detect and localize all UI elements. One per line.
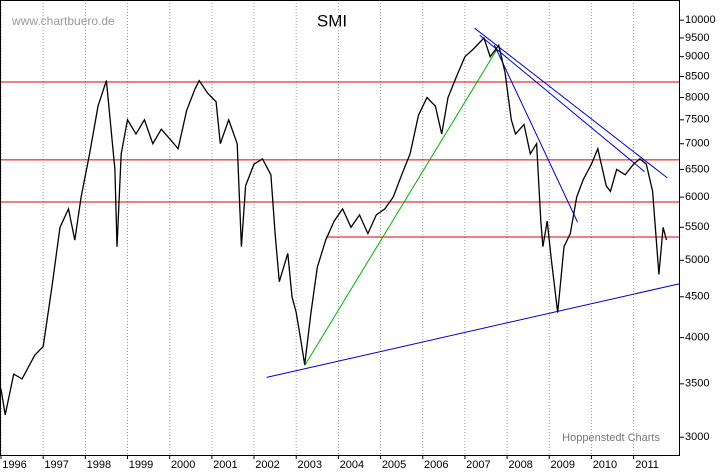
x-tick-label: 1999 <box>129 459 153 471</box>
x-tick-label: 1997 <box>44 459 68 471</box>
trend-line <box>304 49 497 366</box>
x-tick-label: 2008 <box>508 459 532 471</box>
y-tick-label: 9000 <box>685 51 709 63</box>
x-tick-label: 2007 <box>466 459 490 471</box>
x-tick-label: 2000 <box>171 459 195 471</box>
x-tick-label: 2006 <box>424 459 448 471</box>
y-tick-label: 8500 <box>685 70 709 82</box>
watermark: www.chartbuero.de <box>11 14 115 28</box>
y-tick-label: 3000 <box>685 431 709 443</box>
y-tick-label: 6500 <box>685 163 709 175</box>
x-tick-label: 2011 <box>635 459 659 471</box>
y-tick-label: 10000 <box>685 14 716 26</box>
x-tick-label: 2002 <box>255 459 279 471</box>
x-tick-label: 2010 <box>593 459 617 471</box>
x-tick-label: 2005 <box>382 459 406 471</box>
y-tick-label: 8000 <box>685 91 709 103</box>
x-tick-label: 2004 <box>340 459 364 471</box>
y-tick-label: 7000 <box>685 138 709 150</box>
y-tick-label: 7500 <box>685 114 709 126</box>
y-tick-label: 6000 <box>685 191 709 203</box>
trend-line <box>493 44 578 223</box>
x-tick-label: 2009 <box>551 459 575 471</box>
x-tick-label: 1996 <box>2 459 26 471</box>
x-tick-label: 2003 <box>297 459 321 471</box>
y-tick-label: 5000 <box>685 254 709 266</box>
trend-line <box>266 283 680 378</box>
price-line <box>0 36 668 416</box>
trend-line <box>474 27 668 179</box>
plot-frame <box>0 0 680 456</box>
y-tick-label: 3500 <box>685 378 709 390</box>
x-tick-label: 2001 <box>213 459 237 471</box>
y-tick-label: 9500 <box>685 32 709 44</box>
y-tick-label: 4500 <box>685 291 709 303</box>
y-tick-label: 5500 <box>685 221 709 233</box>
source: Hoppenstedt Charts <box>562 432 660 444</box>
trend-line <box>479 34 645 173</box>
y-tick-label: 4000 <box>685 331 709 343</box>
x-tick-label: 1998 <box>87 459 111 471</box>
chart-title: SMI <box>317 11 347 30</box>
